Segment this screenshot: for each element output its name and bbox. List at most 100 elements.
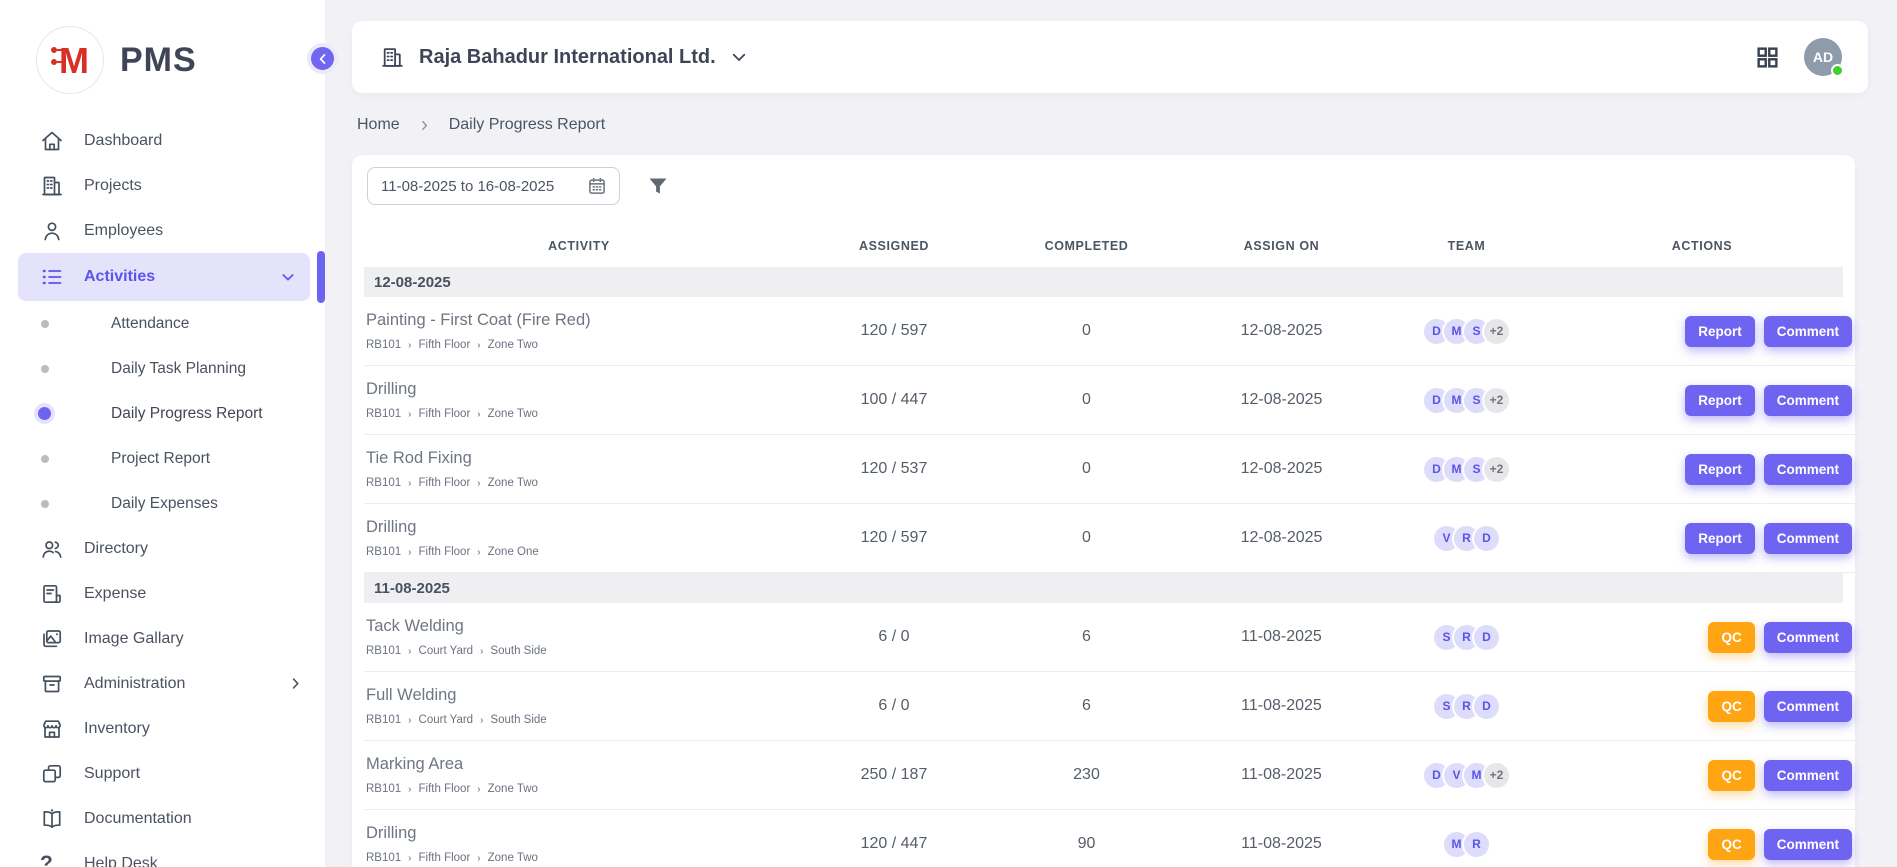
sidebar-item-inventory[interactable]: Inventory	[0, 706, 325, 751]
sidebar-subitem-daily-progress-report[interactable]: Daily Progress Report	[0, 391, 325, 436]
team-extra-count[interactable]: +2	[1482, 317, 1511, 346]
activity-title: Marking Area	[366, 755, 794, 774]
actions-cell: QC Comment	[1549, 760, 1855, 791]
sidebar-item-expense[interactable]: Expense	[0, 571, 325, 616]
comment-button[interactable]: Comment	[1764, 829, 1852, 860]
chevron-right-icon: ›	[408, 853, 411, 864]
sidebar-item-projects[interactable]: Projects	[0, 163, 325, 208]
path-segment: Zone Two	[488, 477, 538, 489]
completed-cell: 230	[994, 766, 1179, 784]
chevron-right-icon: ›	[408, 784, 411, 795]
report-button[interactable]: Report	[1685, 385, 1755, 416]
company-selector[interactable]: Raja Bahadur International Ltd.	[380, 45, 748, 70]
assigned-cell: 120 / 447	[794, 835, 994, 853]
path-segment: RB101	[366, 714, 401, 726]
team-extra-count[interactable]: +2	[1482, 386, 1511, 415]
comment-button[interactable]: Comment	[1764, 760, 1852, 791]
building-icon	[380, 45, 405, 70]
report-button[interactable]: Report	[1685, 316, 1755, 347]
chevron-down-icon	[730, 48, 748, 66]
sidebar-nav: DashboardProjectsEmployeesActivities Atte…	[0, 118, 325, 867]
sidebar-item-directory[interactable]: Directory	[0, 526, 325, 571]
sidebar-item-label: Expense	[84, 585, 303, 603]
sidebar-subitem-label: Daily Task Planning	[111, 360, 246, 378]
comment-button[interactable]: Comment	[1764, 385, 1852, 416]
qc-button[interactable]: QC	[1708, 829, 1754, 860]
path-segment: RB101	[366, 477, 401, 489]
table-row: Marking AreaRB101›Fifth Floor›Zone Two25…	[364, 741, 1855, 810]
qc-button[interactable]: QC	[1708, 760, 1754, 791]
date-range-value: 11-08-2025 to 16-08-2025	[381, 178, 554, 195]
sidebar-item-image-gallary[interactable]: Image Gallary	[0, 616, 325, 661]
report-button[interactable]: Report	[1685, 523, 1755, 554]
sidebar-item-documentation[interactable]: Documentation	[0, 796, 325, 841]
report-button[interactable]: Report	[1685, 454, 1755, 485]
chevron-right-icon: ›	[477, 853, 480, 864]
activity-location-path: RB101›Fifth Floor›Zone One	[366, 546, 794, 558]
assigned-cell: 6 / 0	[794, 697, 994, 715]
assign-on-cell: 11-08-2025	[1179, 697, 1384, 715]
sidebar-subitem-project-report[interactable]: Project Report	[0, 436, 325, 481]
team-member-avatar[interactable]: D	[1472, 623, 1501, 652]
report-card: 11-08-2025 to 16-08-2025 ACTIVITYASSIGNE…	[352, 155, 1855, 867]
table-row: Tack WeldingRB101›Court Yard›South Side6…	[364, 603, 1855, 672]
date-range-input[interactable]: 11-08-2025 to 16-08-2025	[367, 167, 620, 205]
path-segment: RB101	[366, 852, 401, 864]
sidebar-item-support[interactable]: Support	[0, 751, 325, 796]
sidebar-subitem-label: Project Report	[111, 450, 210, 468]
chevron-left-icon	[316, 52, 330, 66]
team-member-avatar[interactable]: R	[1462, 830, 1491, 859]
team-cell: DMS+2	[1384, 386, 1549, 415]
apps-grid-icon[interactable]	[1755, 45, 1780, 70]
completed-cell: 0	[994, 529, 1179, 547]
column-header-assign-on: ASSIGN ON	[1179, 239, 1384, 253]
qc-button[interactable]: QC	[1708, 691, 1754, 722]
comment-button[interactable]: Comment	[1764, 691, 1852, 722]
actions-cell: Report Comment	[1549, 523, 1855, 554]
completed-cell: 0	[994, 391, 1179, 409]
sidebar-subitem-attendance[interactable]: Attendance	[0, 301, 325, 346]
activity-location-path: RB101›Fifth Floor›Zone Two	[366, 408, 794, 420]
sidebar-item-label: Inventory	[84, 720, 303, 738]
sidebar-collapse-button[interactable]	[307, 43, 338, 74]
chevron-right-icon: ›	[477, 547, 480, 558]
home-icon	[40, 129, 64, 153]
activity-title: Drilling	[366, 518, 794, 537]
activity-location-path: RB101›Court Yard›South Side	[366, 645, 794, 657]
building-icon	[40, 174, 64, 198]
sidebar-item-employees[interactable]: Employees	[0, 208, 325, 253]
assign-on-cell: 12-08-2025	[1179, 322, 1384, 340]
team-extra-count[interactable]: +2	[1482, 455, 1511, 484]
comment-button[interactable]: Comment	[1764, 523, 1852, 554]
activity-cell: Tie Rod FixingRB101›Fifth Floor›Zone Two	[364, 449, 794, 489]
chevron-right-icon: ›	[408, 715, 411, 726]
chevron-right-icon: ›	[477, 409, 480, 420]
bullet-icon	[41, 500, 49, 508]
activity-title: Tie Rod Fixing	[366, 449, 794, 468]
filter-funnel-icon[interactable]	[646, 174, 670, 198]
team-member-avatar[interactable]: D	[1472, 692, 1501, 721]
team-extra-count[interactable]: +2	[1482, 761, 1511, 790]
user-avatar[interactable]: AD	[1804, 38, 1842, 76]
comment-button[interactable]: Comment	[1764, 622, 1852, 653]
team-member-avatar[interactable]: D	[1472, 524, 1501, 553]
sidebar-subitem-daily-expenses[interactable]: Daily Expenses	[0, 481, 325, 526]
comment-button[interactable]: Comment	[1764, 316, 1852, 347]
question-icon: ?	[40, 852, 64, 867]
chevron-right-icon: ›	[477, 340, 480, 351]
sidebar-item-dashboard[interactable]: Dashboard	[0, 118, 325, 163]
actions-cell: Report Comment	[1549, 316, 1855, 347]
sidebar-subitem-label: Attendance	[111, 315, 189, 333]
chevron-right-icon: ›	[408, 340, 411, 351]
sidebar-subitem-daily-task-planning[interactable]: Daily Task Planning	[0, 346, 325, 391]
sidebar-item-help-desk[interactable]: ?Help Desk	[0, 841, 325, 867]
breadcrumb-home[interactable]: Home	[357, 116, 400, 134]
comment-button[interactable]: Comment	[1764, 454, 1852, 485]
date-group-header: 12-08-2025	[364, 267, 1843, 297]
sidebar-item-activities[interactable]: Activities	[18, 253, 310, 301]
activity-location-path: RB101›Fifth Floor›Zone Two	[366, 339, 794, 351]
sidebar-item-administration[interactable]: Administration	[0, 661, 325, 706]
activity-location-path: RB101›Fifth Floor›Zone Two	[366, 852, 794, 864]
qc-button[interactable]: QC	[1708, 622, 1754, 653]
table-row: Full WeldingRB101›Court Yard›South Side6…	[364, 672, 1855, 741]
